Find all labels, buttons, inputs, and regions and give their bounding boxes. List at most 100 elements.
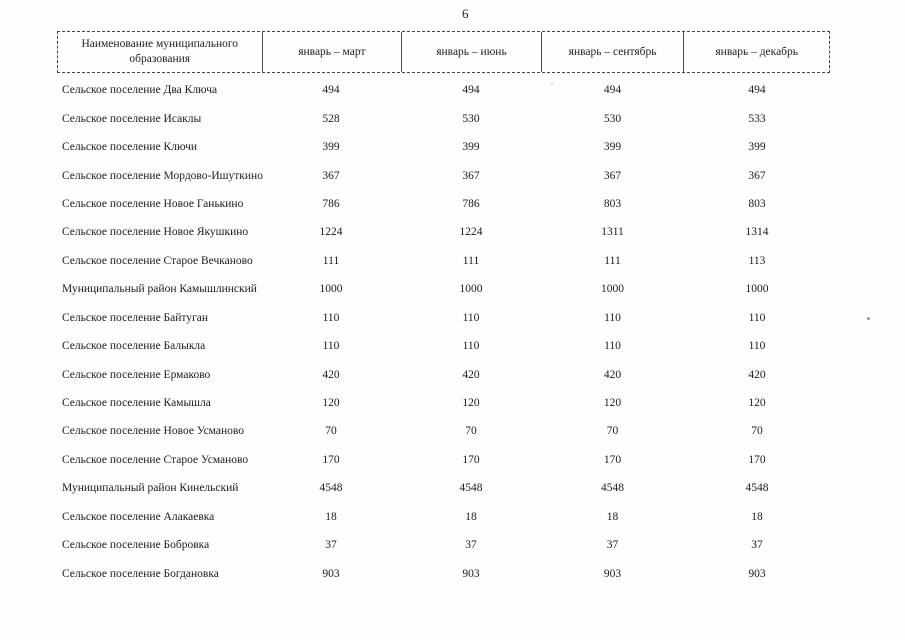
period-value: 37 (325, 539, 337, 552)
period-value: 70 (606, 425, 619, 438)
period-value: 367 (462, 169, 480, 182)
period-value: 18 (751, 510, 763, 523)
table-body: Сельское поселение Два Ключа 494 494 494 494… (57, 76, 830, 588)
table-row: Сельское поселение Богдановка 903 903 903 90… (57, 559, 830, 587)
period-value: 4548 (745, 482, 769, 495)
period-value: 110 (462, 340, 480, 353)
period-value: 494 (603, 84, 622, 97)
period-value: 1000 (319, 283, 343, 296)
table-row: Сельское поселение Новое Якушкино 1224 122… (57, 218, 830, 246)
period-value: 70 (465, 425, 477, 438)
municipality-name: Сельское поселение Алакаевка (62, 510, 215, 523)
municipality-name: Сельское поселение Старое Усманово (62, 453, 249, 466)
municipality-name: Муниципальный район Камышлинский (62, 283, 257, 296)
period-value: 1314 (745, 226, 769, 239)
period-value: 113 (748, 254, 766, 267)
municipality-name: Сельское поселение Ермаково (62, 368, 211, 381)
table-row: Сельское поселение Новое Ганькино 786 786 8… (57, 190, 830, 218)
table-row: Сельское поселение Старое Усманово 170 170… (57, 446, 830, 474)
municipalities-table: Наименование муниципального образования … (57, 31, 830, 588)
period-value: 903 (748, 567, 766, 580)
period-value: 111 (462, 254, 480, 267)
period-value: 367 (748, 169, 766, 182)
table-row: Сельское поселение Новое Усманово 70 70 70 7… (57, 417, 830, 445)
period-value: 903 (462, 567, 480, 580)
period-value: 399 (748, 141, 766, 154)
period-value: 420 (462, 368, 480, 381)
period-value: 70 (325, 425, 337, 438)
period-value: 37 (606, 539, 619, 552)
period-value: 110 (462, 311, 480, 324)
column-header-january-june: январь – июнь (401, 32, 541, 72)
period-value: 18 (465, 510, 477, 523)
period-value: 120 (322, 397, 340, 410)
period-value: 170 (322, 453, 340, 466)
municipality-name: Сельское поселение Два Ключа (62, 84, 218, 97)
page-number: 6 (462, 6, 469, 21)
period-value: 110 (604, 311, 621, 324)
period-value: 1311 (601, 226, 624, 239)
period-value: 530 (462, 112, 480, 125)
period-value: 494 (462, 84, 480, 97)
period-value: 786 (462, 197, 480, 210)
period-value: 120 (462, 397, 480, 410)
period-value: 1000 (601, 283, 624, 296)
period-value: 528 (322, 112, 340, 125)
period-value: 110 (748, 340, 766, 353)
table-row: Муниципальный район Кинельский 4548 4548 45… (57, 474, 830, 502)
period-value: 170 (748, 453, 766, 466)
period-value: 803 (748, 197, 766, 210)
municipality-name: Сельское поселение Бобровка (62, 539, 210, 552)
period-value: 111 (604, 254, 621, 267)
period-value: 399 (462, 141, 480, 154)
table-row: Сельское поселение Байтуган 110 110 110 110 (57, 304, 830, 332)
period-value: 1224 (459, 226, 483, 239)
municipality-name: Сельское поселение Мордово-Ишуткино (62, 169, 263, 182)
table-row: Муниципальный район Камышлинский 1000 1000… (57, 275, 830, 303)
period-value: 903 (322, 567, 340, 580)
period-value: 530 (603, 112, 622, 125)
period-value: 18 (325, 510, 337, 523)
table-row: Сельское поселение Исаклы 528 530 530 533 (57, 104, 830, 132)
period-value: 110 (322, 311, 340, 324)
period-value: 399 (322, 141, 340, 154)
period-value: 367 (322, 169, 340, 182)
municipality-name: Сельское поселение Новое Якушкино (62, 226, 249, 239)
period-value: 4548 (459, 482, 483, 495)
period-value: 903 (603, 567, 622, 580)
period-value: 1224 (319, 226, 343, 239)
period-value: 399 (603, 141, 622, 154)
column-header-municipality-name: Наименование муниципального образования (81, 38, 239, 65)
table-row: Сельское поселение Бобровка 37 37 37 37 (57, 531, 830, 559)
period-value: 533 (748, 112, 766, 125)
table-row: Сельское поселение Балыкла 110 110 110 110 (57, 332, 830, 360)
period-value: 37 (465, 539, 477, 552)
period-value: 110 (322, 340, 340, 353)
table-row: Сельское поселение Мордово-Ишуткино 367 36… (57, 161, 830, 189)
municipality-name: Сельское поселение Богдановка (62, 567, 219, 580)
period-value: 420 (322, 368, 340, 381)
period-value: 786 (322, 197, 340, 210)
column-header-january-march: январь – март (261, 32, 402, 72)
column-header-january-september: январь – сентябрь (540, 32, 684, 72)
period-value: 803 (603, 197, 622, 210)
period-value: 1000 (745, 283, 769, 296)
municipality-name: Муниципальный район Кинельский (62, 482, 239, 495)
period-value: 70 (751, 425, 763, 438)
period-value: 4548 (601, 482, 624, 495)
period-value: 367 (603, 169, 622, 182)
period-value: 494 (322, 84, 340, 97)
table-row: Сельское поселение Ермаково 420 420 420 420 (57, 360, 830, 388)
period-value: 37 (751, 539, 763, 552)
period-value: 110 (748, 311, 766, 324)
period-value: 120 (603, 397, 622, 410)
period-value: 420 (603, 368, 622, 381)
table-row: Сельское поселение Алакаевка 18 18 18 18 (57, 503, 830, 531)
municipality-name: Сельское поселение Байтуган (62, 311, 209, 324)
municipality-name: Сельское поселение Камышла (62, 397, 211, 410)
scan-speck (867, 317, 870, 320)
period-value: 111 (322, 254, 340, 267)
period-value: 420 (748, 368, 766, 381)
municipality-name: Сельское поселение Новое Ганькино (62, 197, 244, 210)
